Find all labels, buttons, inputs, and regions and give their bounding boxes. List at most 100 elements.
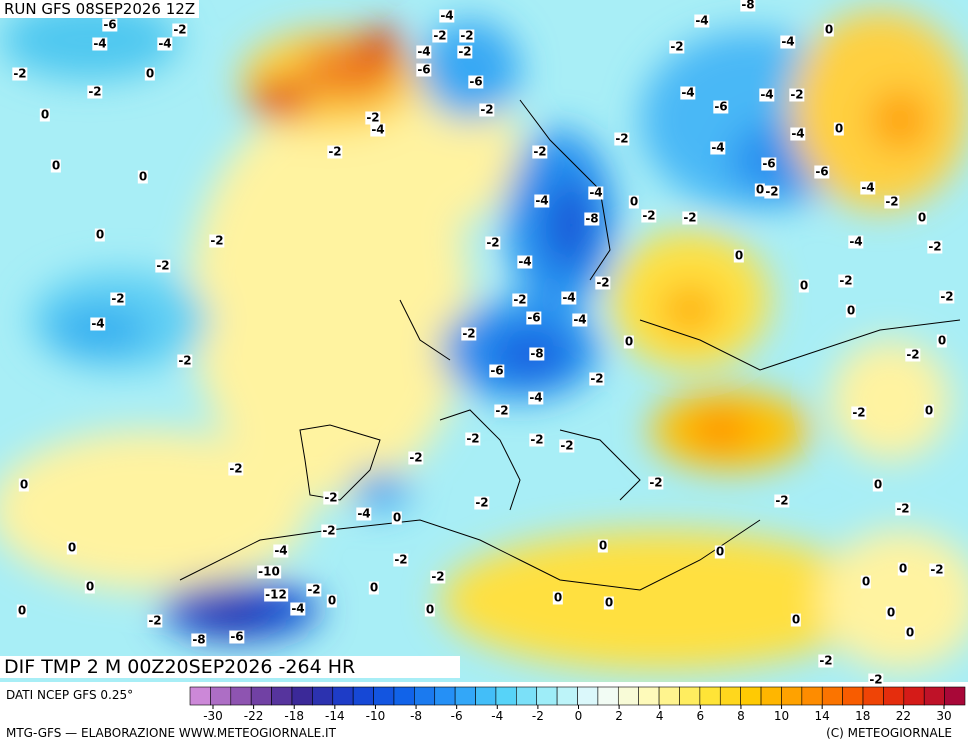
contour-label: -4	[860, 180, 876, 195]
contour-label: -2	[327, 144, 343, 159]
contour-label: 0	[368, 580, 380, 595]
contour-label: 0	[552, 590, 564, 605]
colorbar-swatch	[352, 686, 374, 706]
contour-label: -4	[710, 140, 726, 155]
contour-label: -2	[110, 291, 126, 306]
contour-label: -2	[432, 28, 448, 43]
contour-label: -4	[780, 34, 796, 49]
contour-label: -4	[157, 36, 173, 51]
contour-label: 0	[798, 278, 810, 293]
contour-label: -2	[532, 144, 548, 159]
run-label: RUN GFS 08SEP2026 12Z	[0, 0, 200, 18]
credit-label: MTG-GFS — ELABORAZIONE WWW.METEOGIORNALE…	[6, 726, 336, 740]
colorbar-swatch	[617, 686, 639, 706]
contour-label: 0	[424, 602, 436, 617]
contour-label: 0	[50, 158, 62, 173]
contour-label: 0	[391, 510, 403, 525]
contour-label: -4	[290, 601, 306, 616]
colorbar-tick-label: 6	[697, 709, 705, 723]
contour-label: -6	[814, 164, 830, 179]
contour-label: 0	[823, 22, 835, 37]
contour-label: -2	[818, 653, 834, 668]
contour-label: -4	[273, 543, 289, 558]
colorbar-swatch	[760, 686, 782, 706]
colorbar-tick-label: -22	[244, 709, 264, 723]
colorbar-swatch	[210, 686, 232, 706]
colorbar-swatch	[495, 686, 517, 706]
colorbar-swatch	[862, 686, 884, 706]
contour-label: 0	[326, 593, 338, 608]
contour-label: -2	[228, 461, 244, 476]
contour-label: 0	[923, 403, 935, 418]
colorbar-swatch	[821, 686, 843, 706]
contour-label: -2	[559, 438, 575, 453]
colorbar-tick-label: -10	[366, 709, 386, 723]
contour-label: -4	[790, 126, 806, 141]
colorbar-swatch	[597, 686, 619, 706]
contour-label: 0	[790, 612, 802, 627]
contour-label: -4	[356, 506, 372, 521]
contour-label: -4	[572, 312, 588, 327]
contour-label: -2	[641, 208, 657, 223]
contour-label: -2	[461, 326, 477, 341]
colorbar-swatch	[679, 686, 701, 706]
colorbar-swatch	[699, 686, 721, 706]
contour-label: -8	[529, 346, 545, 361]
colorbar-swatch	[271, 686, 293, 706]
colorbar-tick-label: 10	[774, 709, 789, 723]
colorbar-swatch	[516, 686, 538, 706]
colorbar-tick-label: -6	[451, 709, 463, 723]
contour-label: -2	[529, 432, 545, 447]
colorbar-swatch	[291, 686, 313, 706]
contour-label: -10	[257, 564, 281, 579]
contour-label: -2	[306, 582, 322, 597]
contour-label: -2	[851, 405, 867, 420]
colorbar-swatch	[923, 686, 945, 706]
contour-label: -2	[430, 569, 446, 584]
colorbar-swatch	[719, 686, 741, 706]
contour-label: 0	[628, 194, 640, 209]
colorbar-swatch	[903, 686, 925, 706]
contour-label: -2	[177, 353, 193, 368]
contour-label: 0	[885, 605, 897, 620]
colorbar-swatch	[189, 686, 211, 706]
contour-label: -2	[868, 672, 884, 687]
contour-label: -6	[229, 629, 245, 644]
colorbar-tick-label: -30	[203, 709, 223, 723]
contour-label: 0	[733, 248, 745, 263]
colorbar-swatch	[842, 686, 864, 706]
colorbar-tick-label: 0	[575, 709, 583, 723]
contour-label: -6	[468, 74, 484, 89]
contour-label: 0	[916, 210, 928, 225]
contour-label: 0	[904, 625, 916, 640]
colorbar-swatch	[883, 686, 905, 706]
contour-label: -2	[789, 87, 805, 102]
colorbar-swatch	[577, 686, 599, 706]
contour-label: -4	[759, 87, 775, 102]
contour-label: -2	[12, 66, 28, 81]
contour-label: 0	[754, 182, 766, 197]
contour-label: -4	[561, 290, 577, 305]
contour-label: -2	[764, 184, 780, 199]
contour-label: -4	[439, 8, 455, 23]
contour-label: 0	[936, 333, 948, 348]
contour-label: 0	[144, 66, 156, 81]
colorbar-swatch	[658, 686, 680, 706]
colorbar-swatch	[536, 686, 558, 706]
colorbar-swatch	[373, 686, 395, 706]
colorbar-tick-label: 8	[737, 709, 745, 723]
contour-label: -2	[589, 371, 605, 386]
colorbar-tick-label: -8	[410, 709, 422, 723]
contour-label: -2	[884, 194, 900, 209]
contour-label: -8	[584, 211, 600, 226]
copyright-label: (C) METEOGIORNALE	[826, 726, 952, 740]
contour-label: -4	[517, 254, 533, 269]
contour-label: -2	[895, 501, 911, 516]
contour-label: 0	[18, 477, 30, 492]
contour-label: -2	[929, 562, 945, 577]
colorbar-swatch	[393, 686, 415, 706]
contour-label: 0	[833, 121, 845, 136]
contour-label: 0	[897, 561, 909, 576]
contour-label: -4	[694, 13, 710, 28]
contour-label: 0	[137, 169, 149, 184]
